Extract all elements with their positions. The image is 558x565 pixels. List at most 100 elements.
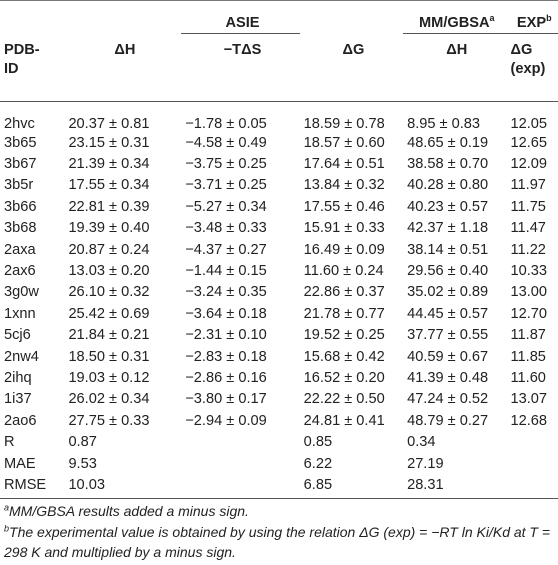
- group-mmgbsa: MM/GBSAa: [403, 6, 507, 34]
- table-row: 3b66 22.81 ± 0.39 −5.27 ± 0.34 17.55 ± 0.46…: [0, 196, 558, 217]
- value-cell: 22.86 ± 0.37: [303, 284, 385, 301]
- row-label-cell: 3g0w: [4, 284, 39, 301]
- value-cell: −5.27 ± 0.34: [185, 198, 267, 215]
- value-cell: −3.80 ± 0.17: [185, 391, 267, 408]
- row-label-cell: RMSE: [4, 476, 47, 493]
- value-cell: 18.50 ± 0.31: [68, 348, 150, 365]
- value-cell: −2.31 ± 0.10: [185, 327, 267, 344]
- value-cell: [181, 474, 299, 495]
- value-cell: 38.58 ± 0.70: [407, 156, 489, 173]
- value-cell: [181, 431, 299, 452]
- value-cell: 23.15 ± 0.31: [68, 134, 150, 151]
- value-cell: 11.85: [510, 348, 546, 365]
- value-cell: 10.33: [510, 263, 548, 280]
- footnote-b: bThe experimental value is obtained by u…: [4, 522, 551, 560]
- value-cell: 0.85: [303, 434, 333, 451]
- value-cell: 6.22: [303, 455, 333, 472]
- row-label-cell: 3b67: [4, 156, 37, 173]
- value-cell: 29.56 ± 0.40: [407, 263, 489, 280]
- value-cell: [506, 431, 558, 452]
- table-row: 3b65 23.15 ± 0.31 −4.58 ± 0.49 18.57 ± 0.60…: [0, 132, 558, 153]
- value-cell: 19.03 ± 0.12: [68, 369, 150, 386]
- table-row: 2nw4 18.50 ± 0.31 −2.83 ± 0.18 15.68 ± 0.42…: [0, 346, 558, 367]
- value-cell: 37.77 ± 0.55: [407, 327, 489, 344]
- column-header-row: PDB- ID ΔH −TΔS ΔG ΔH ΔG (exp): [0, 34, 558, 102]
- value-cell: 11.87: [510, 327, 546, 344]
- col-header-pdb-id: PDB- ID: [4, 41, 40, 77]
- value-cell: −3.48 ± 0.33: [185, 220, 267, 237]
- value-cell: 11.47: [510, 220, 546, 237]
- value-cell: 22.22 ± 0.50: [303, 391, 385, 408]
- row-label-cell: 2ao6: [4, 412, 37, 429]
- group-exp: EXPb: [506, 6, 558, 34]
- value-cell: −4.37 ± 0.27: [185, 241, 267, 258]
- group-header-row: ASIE MM/GBSAa EXPb: [0, 6, 558, 34]
- value-cell: −3.71 ± 0.25: [185, 177, 267, 194]
- value-cell: 18.59 ± 0.78: [303, 116, 385, 132]
- value-cell: 40.28 ± 0.80: [407, 177, 489, 194]
- value-cell: 19.39 ± 0.40: [68, 220, 150, 237]
- value-cell: 13.07: [510, 391, 548, 408]
- value-cell: 48.79 ± 0.27: [407, 412, 489, 429]
- col-header-asie-dg: ΔG: [342, 41, 365, 58]
- table-row: 3g0w 26.10 ± 0.32 −3.24 ± 0.35 22.86 ± 0.37…: [0, 282, 558, 303]
- table-row: 3b67 21.39 ± 0.34 −3.75 ± 0.25 17.64 ± 0.51…: [0, 153, 558, 174]
- col-header-exp-dg: ΔG (exp): [510, 42, 546, 77]
- value-cell: 35.02 ± 0.89: [407, 284, 489, 301]
- row-label-cell: 3b66: [4, 198, 37, 215]
- table-row: 2hvc 20.37 ± 0.81 −1.78 ± 0.05 18.59 ± 0.78…: [0, 102, 558, 132]
- value-cell: 11.60 ± 0.24: [303, 263, 384, 280]
- row-label-cell: 2ax6: [4, 263, 36, 280]
- value-cell: −3.64 ± 0.18: [185, 305, 267, 322]
- value-cell: 26.10 ± 0.32: [68, 284, 150, 301]
- value-cell: −1.44 ± 0.15: [185, 263, 267, 280]
- value-cell: 21.39 ± 0.34: [68, 156, 150, 173]
- value-cell: 13.84 ± 0.32: [303, 177, 385, 194]
- value-cell: 22.81 ± 0.39: [68, 198, 150, 215]
- value-cell: 16.49 ± 0.09: [303, 241, 385, 258]
- table-row: 3b5r 17.55 ± 0.34 −3.71 ± 0.25 13.84 ± 0.32…: [0, 175, 558, 196]
- value-cell: −4.58 ± 0.49: [185, 134, 267, 151]
- value-cell: 40.59 ± 0.67: [407, 348, 489, 365]
- value-cell: 11.22: [510, 241, 546, 258]
- table-body: 2hvc 20.37 ± 0.81 −1.78 ± 0.05 18.59 ± 0.78…: [0, 102, 558, 496]
- table-row: 1i37 26.02 ± 0.34 −3.80 ± 0.17 22.22 ± 0.50…: [0, 389, 558, 410]
- value-cell: 6.85: [303, 476, 333, 493]
- value-cell: 18.57 ± 0.60: [303, 134, 385, 151]
- value-cell: 21.78 ± 0.77: [303, 305, 385, 322]
- value-cell: 12.65: [510, 134, 548, 151]
- value-cell: 41.39 ± 0.48: [407, 369, 489, 386]
- col-header-asie-dh: ΔH: [114, 41, 136, 58]
- value-cell: 44.45 ± 0.57: [407, 305, 489, 322]
- value-cell: 24.81 ± 0.41: [303, 412, 385, 429]
- value-cell: 28.31: [407, 476, 444, 493]
- value-cell: 48.65 ± 0.19: [407, 134, 489, 151]
- value-cell: 20.87 ± 0.24: [68, 241, 150, 258]
- footnotes: aMM/GBSA results added a minus sign. bTh…: [4, 501, 554, 563]
- value-cell: 12.70: [510, 305, 548, 322]
- row-label-cell: 1xnn: [4, 305, 36, 322]
- value-cell: 12.05: [510, 116, 548, 132]
- row-label-cell: 2ihq: [4, 369, 32, 386]
- value-cell: −2.94 ± 0.09: [185, 412, 267, 429]
- table-row: 3b68 19.39 ± 0.40 −3.48 ± 0.33 15.91 ± 0.33…: [0, 218, 558, 239]
- row-label-cell: 3b5r: [4, 177, 34, 194]
- row-label-cell: 3b68: [4, 220, 37, 237]
- value-cell: −3.75 ± 0.25: [185, 156, 267, 173]
- row-label-cell: 2axa: [4, 241, 36, 258]
- table-row: 2ax6 13.03 ± 0.20 −1.44 ± 0.15 11.60 ± 0.24…: [0, 260, 558, 281]
- row-label-cell: MAE: [4, 455, 36, 472]
- value-cell: 21.84 ± 0.21: [68, 327, 150, 344]
- value-cell: 9.53: [68, 455, 97, 472]
- table-top-rule: [0, 0, 558, 1]
- value-cell: 15.91 ± 0.33: [303, 220, 385, 237]
- row-label-cell: 3b65: [4, 134, 37, 151]
- value-cell: [181, 453, 299, 474]
- table-bottom-rule: [0, 498, 558, 499]
- value-cell: 17.55 ± 0.46: [303, 198, 385, 215]
- value-cell: 26.02 ± 0.34: [68, 391, 150, 408]
- value-cell: 27.19: [407, 455, 444, 472]
- value-cell: −2.83 ± 0.18: [185, 348, 267, 365]
- col-header-asie-tds: −TΔS: [223, 42, 262, 58]
